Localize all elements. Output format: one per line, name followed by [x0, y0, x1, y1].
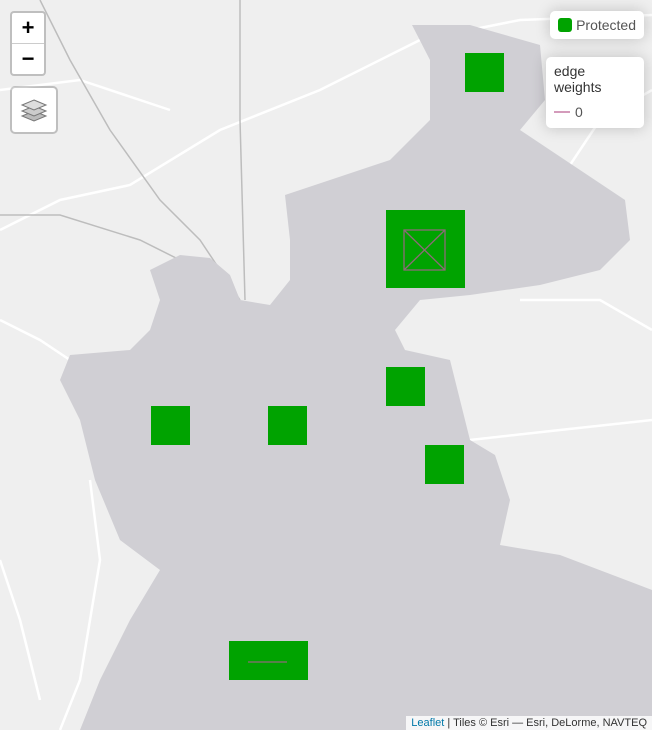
edge[interactable]	[403, 229, 446, 271]
attribution: Leaflet | Tiles © Esri — Esri, DeLorme, …	[406, 716, 652, 730]
zoom-in-button[interactable]: +	[12, 13, 44, 44]
legend-title: edge weights	[554, 63, 602, 95]
roads	[0, 13, 652, 730]
legend-edge-weights: edge weights 0	[546, 57, 644, 128]
zoom-control: + −	[10, 11, 46, 76]
zoom-out-button[interactable]: −	[21, 46, 35, 71]
rail-lines	[0, 0, 246, 301]
attribution-text: | Tiles © Esri — Esri, DeLorme, NAVTEQ	[444, 717, 647, 729]
protected-area[interactable]	[465, 53, 504, 92]
legend-protected: Protected	[550, 11, 644, 39]
protected-areas	[151, 53, 504, 680]
protected-area[interactable]	[268, 406, 307, 445]
edge-line-swatch	[554, 111, 570, 113]
protected-area[interactable]	[229, 641, 308, 680]
edges	[248, 229, 446, 663]
legend-item: 0	[554, 104, 636, 120]
protected-area[interactable]	[386, 367, 425, 406]
edge[interactable]	[403, 229, 446, 271]
protected-area[interactable]	[151, 406, 190, 445]
protected-area[interactable]	[425, 445, 464, 484]
layers-button[interactable]	[10, 86, 58, 134]
legend-item-label: 0	[575, 104, 583, 120]
layers-icon	[20, 99, 48, 122]
protected-swatch	[558, 18, 573, 32]
legend-protected-label: Protected	[576, 17, 636, 33]
leaflet-link[interactable]: Leaflet	[411, 717, 445, 729]
water-bay	[60, 25, 652, 730]
